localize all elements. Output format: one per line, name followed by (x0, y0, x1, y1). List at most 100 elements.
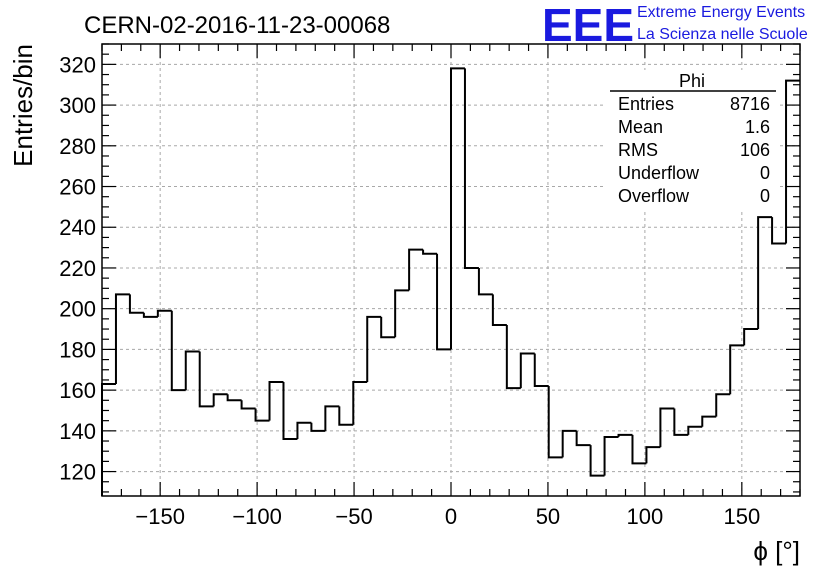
stats-entries-value: 8716 (730, 94, 770, 114)
histogram-bin-edge (310, 422, 326, 432)
histogram-bin (380, 316, 396, 339)
histogram-bin-edge (631, 434, 647, 465)
x-tick-label: 0 (445, 504, 457, 529)
histogram-bin-edge (701, 415, 717, 427)
histogram-bin (631, 434, 647, 465)
histogram-bin (310, 422, 326, 432)
stats-rms-label: RMS (618, 140, 658, 160)
y-tick-label: 280 (59, 134, 96, 159)
histogram-bin (491, 294, 507, 326)
eee-logo: EEE Extreme Energy Events La Scienza nel… (542, 0, 808, 51)
histogram-bin-edge (463, 68, 479, 269)
stats-rms-value: 106 (740, 140, 770, 160)
x-tick-label: −100 (232, 504, 282, 529)
x-tick-label: 150 (723, 504, 760, 529)
histogram-bin (645, 446, 661, 464)
histogram-bin-edge (352, 380, 368, 425)
y-axis-label: Entries/bin (8, 44, 38, 167)
histogram-bin-edge (170, 310, 186, 392)
histogram-bin-edge (743, 328, 759, 346)
histogram-bin-edge (198, 351, 214, 408)
histogram-bin (366, 315, 382, 382)
x-tick-label: 100 (627, 504, 664, 529)
histogram-bin-edge (715, 393, 731, 417)
y-tick-labels: 120 140 160 180 200 220 240 260 280 300 320 (59, 52, 96, 484)
histogram-bin-edge (561, 429, 577, 458)
y-tick-label: 320 (59, 52, 96, 77)
histogram-bin-edge (589, 445, 605, 477)
histogram-bin-edge (771, 217, 787, 245)
histogram-bin-edge (491, 294, 507, 326)
histogram-bin (659, 407, 675, 448)
x-tick-label: −150 (135, 504, 185, 529)
histogram-bin-edge (519, 352, 535, 389)
histogram-bin (533, 353, 549, 388)
histogram-bin (338, 406, 354, 426)
axis-ticks (101, 43, 801, 496)
histogram-bin (757, 216, 773, 330)
histogram-bin (477, 267, 493, 296)
stats-mean-value: 1.6 (745, 117, 770, 137)
histogram-bin-edge (575, 430, 591, 447)
stats-box-bg (606, 70, 778, 210)
histogram-bin-edge (547, 386, 563, 459)
histogram-bin (324, 405, 340, 431)
histogram-bin (729, 344, 745, 395)
histogram-bin (673, 408, 689, 436)
histogram-bin-edge (338, 406, 354, 426)
histogram-bin (743, 328, 759, 346)
histogram-bin (771, 217, 787, 245)
histogram-bin (785, 79, 800, 244)
x-tick-label: −50 (335, 504, 372, 529)
histogram-bin (617, 433, 633, 437)
histogram-bin (505, 324, 521, 390)
histogram-bin-edge (394, 289, 410, 338)
y-tick-label: 240 (59, 215, 96, 240)
y-tick-label: 160 (59, 378, 96, 403)
stats-underflow-label: Underflow (618, 163, 700, 183)
histogram-bin (715, 393, 731, 417)
histogram-bin (547, 386, 563, 459)
histogram-bin-edge (156, 309, 172, 317)
histogram-bin (142, 312, 158, 318)
histogram-bin-edge (324, 405, 340, 431)
histogram-bin (128, 294, 144, 314)
histogram-bin (701, 415, 717, 427)
histogram-bin (463, 68, 479, 269)
histogram-bin-edge (505, 324, 521, 390)
histogram-bin (519, 352, 535, 389)
histogram-bin-edge (645, 446, 661, 464)
y-tick-label: 120 (59, 460, 96, 485)
histogram-bin (170, 310, 186, 392)
histogram-bin-edge (757, 216, 773, 330)
histogram-bin-edge (380, 316, 396, 339)
histogram-bin-edge (673, 408, 689, 436)
histogram-bin-edge (226, 394, 242, 402)
logo-line-2: La Scienza nelle Scuole (637, 26, 808, 43)
x-tick-label: 50 (536, 504, 560, 529)
y-tick-label: 180 (59, 337, 96, 362)
histogram-bin-edge (436, 253, 451, 351)
histogram-bin-edge (212, 393, 228, 407)
histogram-bin (408, 248, 424, 291)
chart-title: CERN-02-2016-11-23-00068 (84, 12, 390, 39)
y-tick-label: 220 (59, 256, 96, 281)
histogram-bin-edge (533, 353, 549, 388)
histogram-bin (226, 394, 242, 402)
histogram-bin (687, 425, 703, 435)
histogram-bin-edge (422, 249, 438, 255)
histogram-bin-edge (366, 315, 382, 382)
histogram-bin (240, 400, 256, 410)
eee-logo-mark: EEE (542, 0, 634, 51)
logo-line-1: Extreme Energy Events (637, 4, 805, 21)
histogram-bin (268, 380, 284, 421)
histogram-bin (296, 421, 312, 439)
histogram-bin-edge (240, 400, 256, 410)
histogram-bin (254, 408, 270, 422)
histogram-bin-edge (142, 312, 158, 318)
histogram-bin (184, 350, 200, 391)
histogram-bin (394, 289, 410, 338)
histogram-bin (603, 435, 619, 476)
histogram-bin (282, 381, 298, 440)
